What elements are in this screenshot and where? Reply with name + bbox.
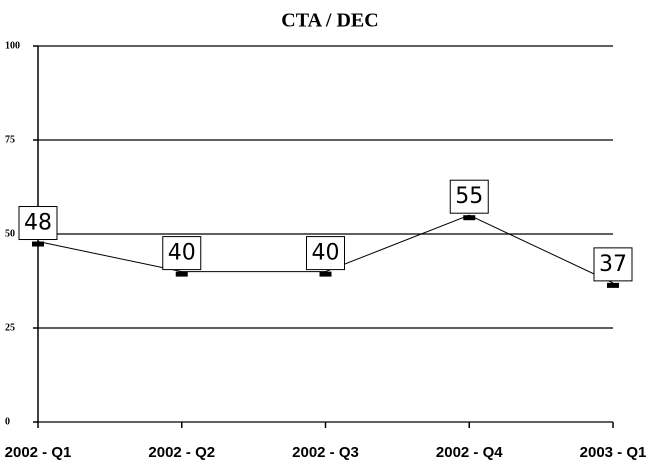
value-label-box [18, 206, 58, 241]
value-label-box [162, 236, 202, 271]
point-marker [32, 241, 44, 247]
value-label-box [449, 179, 489, 214]
value-label: 55 [455, 184, 483, 209]
y-tick-label: 0 [5, 416, 10, 427]
point-marker [319, 271, 332, 277]
y-tick-label: 75 [5, 134, 15, 145]
value-label: 48 [24, 211, 52, 236]
y-tick-label: 100 [5, 40, 20, 51]
point-marker [175, 271, 188, 277]
value-label-box [306, 236, 345, 271]
x-tick-label: 2002 - Q2 [148, 444, 215, 461]
x-tick-label: 2002 - Q4 [436, 444, 503, 461]
chart-title: CTA / DEC [281, 10, 378, 32]
y-tick-label: 25 [5, 322, 15, 333]
value-label-box [593, 247, 633, 282]
point-marker [607, 282, 619, 288]
x-tick-label: 2003 - Q1 [580, 444, 647, 461]
point-marker [463, 215, 476, 221]
x-tick-label: 2002 - Q3 [292, 444, 359, 461]
value-label: 40 [168, 241, 196, 266]
x-tick-label: 2002 - Q1 [5, 444, 72, 461]
y-tick-label: 50 [5, 228, 15, 239]
value-label: 37 [599, 252, 627, 277]
value-label: 40 [312, 241, 340, 266]
